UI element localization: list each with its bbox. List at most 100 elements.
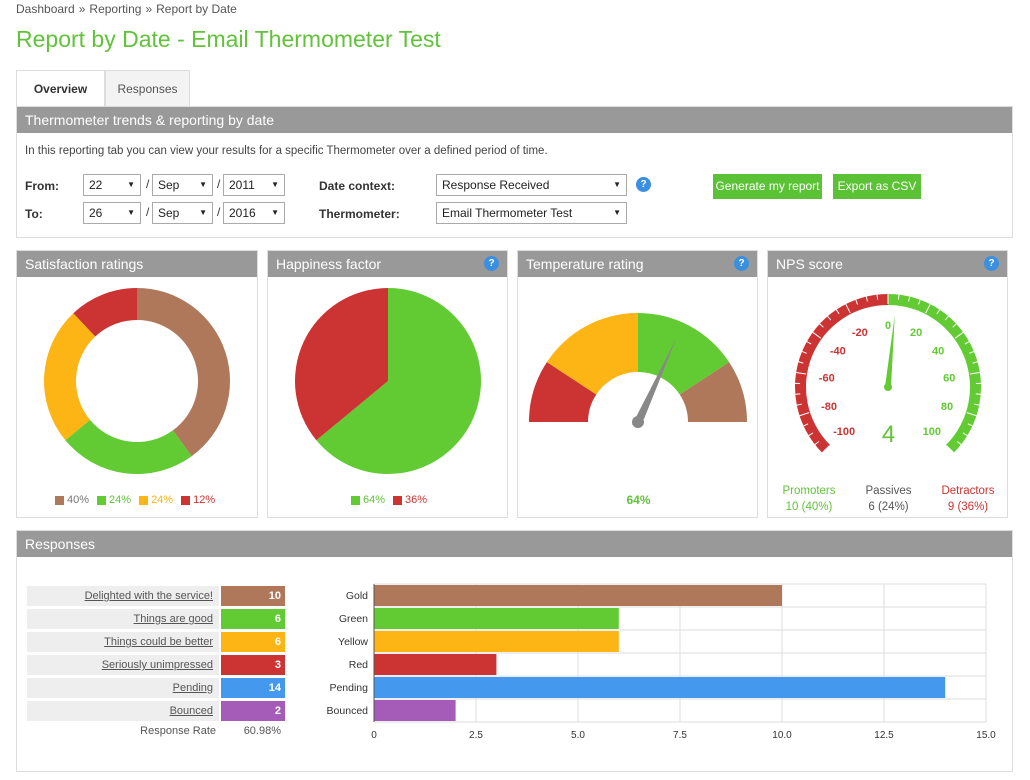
temperature-value: 64% [626,493,651,507]
bar-yellow [374,631,619,652]
temperature-title: Temperature rating [526,256,644,272]
bar-chart-x-tick: 5.0 [571,730,585,741]
date-context-select[interactable]: Response Received ▼ [436,174,627,196]
chevron-down-icon: ▼ [199,180,207,189]
nps-tick-label: -100 [833,426,855,438]
nps-passives-label: Passives [865,485,912,497]
date-separator: / [217,205,221,219]
nps-tick [801,350,807,354]
help-icon[interactable]: ? [636,177,651,192]
response-row: Seriously unimpressed 3 [27,655,285,675]
export-csv-button[interactable]: Export as CSV [833,174,921,199]
chevron-down-icon: ▼ [127,180,135,189]
breadcrumb-reporting[interactable]: Reporting [89,2,142,16]
response-row-label[interactable]: Things could be better [27,632,219,652]
nps-tick [969,371,980,375]
breadcrumb-current: Report by Date [156,2,237,16]
response-rate-value: 60.98% [243,725,281,737]
filter-intro: In this reporting tab you can view your … [25,145,548,157]
from-day-select[interactable]: 22 ▼ [83,174,141,196]
response-row-label[interactable]: Delighted with the service! [27,586,219,606]
response-row-label[interactable]: Things are good [27,609,219,629]
tab-responses[interactable]: Responses [105,70,190,106]
bar-gold [374,585,782,606]
nps-tick [936,309,941,315]
nps-panel: NPS score? -100 -80 -60 -40 -20 0 20 40 60 80 100 … [767,250,1008,518]
bar-green [374,608,619,629]
nps-tick [876,294,879,300]
gauge-segment-gold [679,362,747,422]
satisfaction-header: Satisfaction ratings [17,251,257,277]
from-year-select[interactable]: 2011 ▼ [223,174,285,196]
bar-chart-category-label: Yellow [338,636,368,648]
generate-report-button[interactable]: Generate my report [713,174,822,199]
nps-title: NPS score [776,256,843,272]
nps-needle [884,315,895,391]
nps-promoters-label: Promoters [782,485,836,497]
legend-label: 64% [363,494,386,506]
nps-tick [969,350,975,354]
nps-tick-label: 100 [923,426,941,438]
help-icon[interactable]: ? [484,256,499,271]
nps-tick [845,303,851,314]
thermometer-select[interactable]: Email Thermometer Test ▼ [436,202,627,224]
bar-chart-x-tick: 15.0 [976,730,996,741]
to-month-select[interactable]: Sep ▼ [152,202,213,224]
tab-overview[interactable]: Overview [16,70,105,107]
to-day-select[interactable]: 26 ▼ [83,202,141,224]
help-icon[interactable]: ? [984,256,999,271]
nps-detractors: Detractors 9 (36%) [933,485,1003,513]
response-row: Bounced 2 [27,701,285,721]
nps-tick [814,441,820,445]
filter-panel-header: Thermometer trends & reporting by date [17,107,1012,133]
response-row-label[interactable]: Seriously unimpressed [27,655,219,675]
bar-pending [374,677,946,698]
nps-groups: Promoters 10 (40%) Passives 6 (24%) Detrac… [774,485,1003,513]
page-title: Report by Date - Email Thermometer Test [16,26,441,52]
legend-swatch [393,495,403,505]
nps-tick-label: 60 [943,372,955,384]
nps-tick-label: 80 [941,401,953,413]
responses-header: Responses [17,531,1012,557]
thermometer-label: Thermometer: [319,207,400,221]
satisfaction-legend: 40% 24% 24% 12% [55,494,215,506]
legend-swatch [181,495,191,505]
breadcrumb: Dashboard» Reporting» Report by Date [16,2,237,16]
chevron-down-icon: ▼ [613,208,621,217]
legend-swatch [139,495,149,505]
legend-label: 12% [193,494,216,506]
happiness-legend: 64% 36% [351,494,427,506]
nps-tick [827,315,832,321]
gauge-segment-yellow [546,313,638,395]
chevron-down-icon: ▼ [271,208,279,217]
satisfaction-donut-chart [44,288,231,474]
nps-tick [796,403,802,406]
bar-bounced [374,700,456,721]
nps-tick [798,361,804,364]
nps-tick-label: -80 [821,401,837,413]
response-row-label[interactable]: Pending [27,678,219,698]
nps-tick-label: 0 [885,320,891,332]
nps-arc-promoter [888,294,981,453]
legend-label: 36% [405,494,428,506]
help-icon[interactable]: ? [734,256,749,271]
date-separator: / [217,177,221,191]
bar-chart-x-tick: 0 [371,730,377,741]
response-row: Delighted with the service! 10 [27,586,285,606]
nps-tick [819,323,824,328]
legend-item-gold: 40% [55,494,89,506]
response-row-label[interactable]: Bounced [27,701,219,721]
bar-chart-category-label: Pending [329,682,368,694]
to-year-select[interactable]: 2016 ▼ [223,202,285,224]
nps-promoters: Promoters 10 (40%) [774,485,844,513]
legend-swatch [97,495,107,505]
nps-tick [964,341,970,345]
nps-tick [966,412,977,417]
nps-tick [925,303,931,314]
legend-swatch [55,495,64,505]
thermometer-value: Email Thermometer Test [442,206,573,220]
from-day-value: 22 [89,178,103,192]
bar-chart-category-label: Gold [346,590,368,602]
breadcrumb-dashboard[interactable]: Dashboard [16,2,75,16]
from-month-select[interactable]: Sep ▼ [152,174,213,196]
